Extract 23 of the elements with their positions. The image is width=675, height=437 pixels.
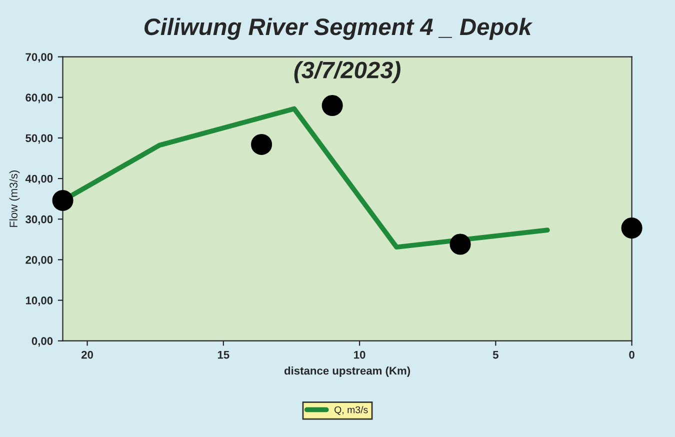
point [322, 94, 343, 116]
y-tick-label: 70,00 [26, 53, 53, 63]
x-axis-title: distance upstream (Km) [284, 366, 410, 377]
point [621, 218, 642, 239]
y-tick-label: 40,00 [25, 174, 53, 184]
x-tick-label: 5 [492, 350, 498, 359]
y-tick-label: 30,00 [26, 215, 53, 225]
y-tick-label: 20,00 [26, 256, 53, 266]
chart-subtitle: (3/7/2023) [294, 61, 400, 84]
x-tick-label: 0 [629, 350, 634, 359]
point [52, 190, 74, 211]
x-tick-label: 10 [354, 350, 366, 359]
chart-title: Ciliwung River Segment 4 _ Depok [144, 18, 533, 40]
x-tick-label: 15 [218, 350, 230, 359]
point [450, 234, 471, 255]
y-tick-label: 60,00 [26, 94, 53, 104]
y-tick-label: 10,00 [26, 296, 53, 306]
y-tick-label: 0,00 [32, 337, 53, 347]
y-tick-label: 50,00 [26, 134, 53, 144]
y-axis-title: Flow (m3/s) [9, 170, 20, 227]
x-tick-label: 20 [81, 350, 94, 359]
legend-label: Q, m3/s [334, 406, 368, 415]
point [251, 134, 272, 155]
